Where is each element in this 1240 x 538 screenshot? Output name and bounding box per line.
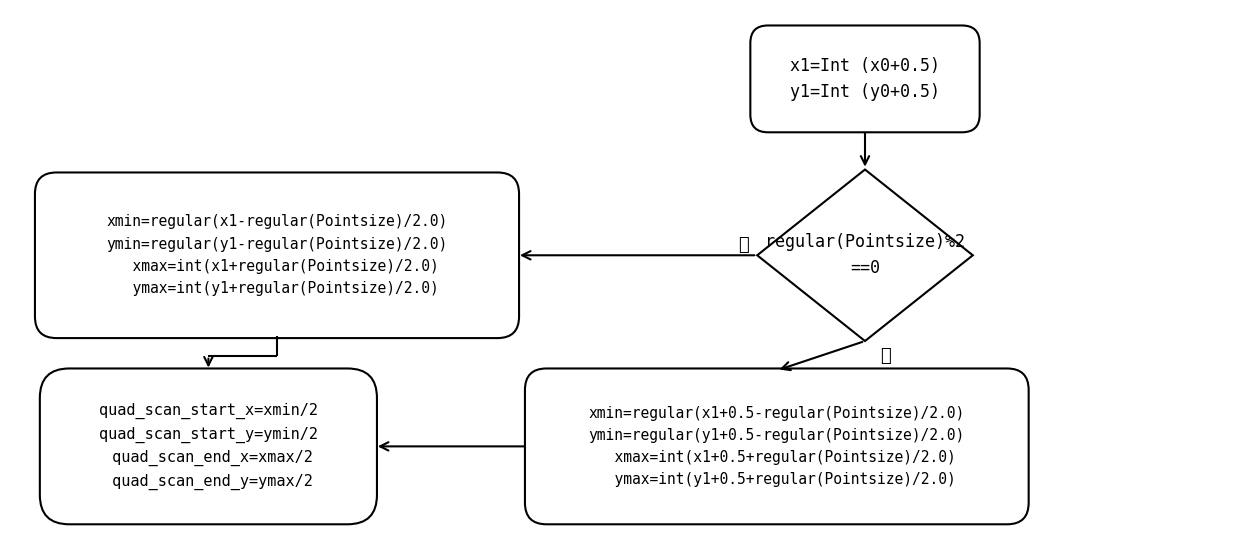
Text: xmin=regular(x1+0.5-regular(Pointsize)/2.0)
ymin=regular(y1+0.5-regular(Pointsiz: xmin=regular(x1+0.5-regular(Pointsize)/2…: [589, 406, 965, 487]
Text: 是: 是: [879, 346, 890, 365]
Text: regular(Pointsize)%2
==0: regular(Pointsize)%2 ==0: [765, 233, 965, 278]
FancyBboxPatch shape: [35, 173, 520, 338]
Text: x1=Int (x0+0.5)
y1=Int (y0+0.5): x1=Int (x0+0.5) y1=Int (y0+0.5): [790, 56, 940, 101]
FancyBboxPatch shape: [40, 369, 377, 525]
FancyBboxPatch shape: [525, 369, 1029, 525]
Polygon shape: [758, 169, 973, 341]
FancyBboxPatch shape: [750, 25, 980, 132]
Text: quad_scan_start_x=xmin/2
quad_scan_start_y=ymin/2
 quad_scan_end_x=xmax/2
 quad_: quad_scan_start_x=xmin/2 quad_scan_start…: [99, 403, 317, 490]
Text: xmin=regular(x1-regular(Pointsize)/2.0)
ymin=regular(y1-regular(Pointsize)/2.0)
: xmin=regular(x1-regular(Pointsize)/2.0) …: [107, 215, 448, 296]
Text: 否: 否: [739, 237, 749, 254]
